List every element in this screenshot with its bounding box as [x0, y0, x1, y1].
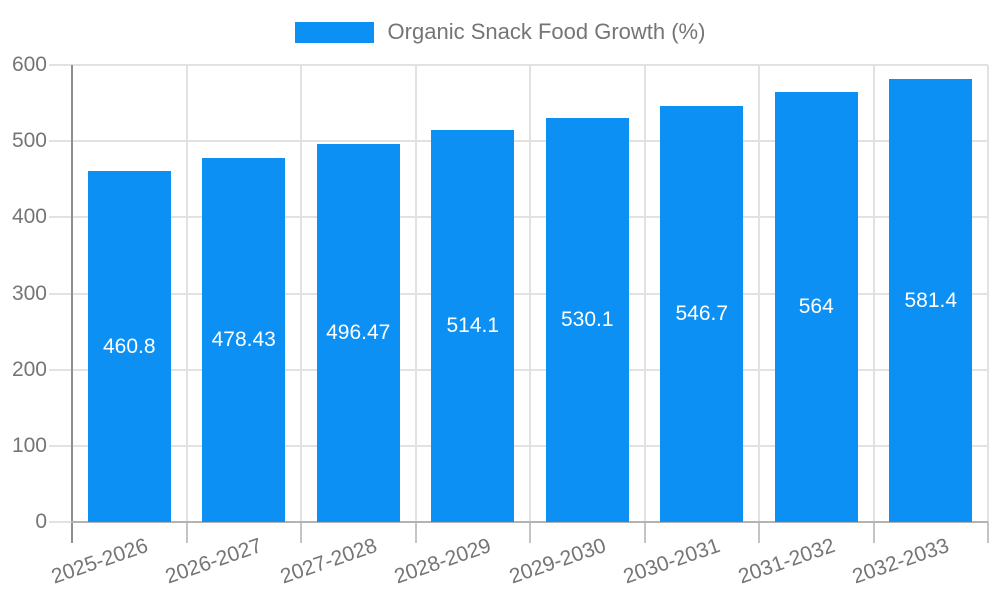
x-tick-label: 2026-2027 — [162, 534, 266, 589]
bar — [545, 118, 629, 522]
bar — [889, 79, 973, 522]
x-axis-tick — [185, 522, 188, 543]
y-gridline — [49, 444, 988, 447]
y-tick-label: 400 — [11, 205, 47, 229]
y-axis-line — [71, 65, 73, 522]
x-gridline — [643, 65, 646, 522]
bar-value-label: 514.1 — [446, 314, 500, 338]
x-axis-tick — [643, 522, 646, 543]
y-gridline — [49, 292, 988, 295]
legend-label: Organic Snack Food Growth (%) — [387, 19, 706, 44]
x-gridline — [414, 65, 417, 522]
bar — [316, 143, 400, 522]
legend: Organic Snack Food Growth (%) — [0, 19, 1000, 44]
bar — [202, 157, 286, 522]
bar-value-label: 530.1 — [560, 308, 614, 332]
y-gridline — [49, 140, 988, 143]
bar — [431, 130, 515, 522]
bar-value-label: 546.7 — [675, 301, 729, 325]
x-tick-label: 2031-2032 — [735, 534, 838, 589]
x-axis-tick — [414, 522, 417, 543]
bar-value-label: 460.8 — [102, 334, 156, 358]
bar — [87, 171, 171, 522]
y-tick-label: 600 — [11, 53, 47, 76]
x-axis-tick — [987, 522, 989, 543]
x-tick-label: 2025-2026 — [48, 534, 151, 589]
x-gridline — [185, 65, 188, 522]
x-tick-label: 2029-2030 — [506, 534, 609, 589]
y-gridline — [49, 368, 988, 371]
bar — [774, 92, 858, 522]
x-gridline — [300, 65, 302, 522]
x-tick-label: 2030-2031 — [620, 534, 724, 589]
x-axis-tick — [758, 522, 760, 543]
x-gridline — [529, 65, 531, 522]
x-tick-label: 2027-2028 — [277, 534, 380, 589]
y-gridline — [49, 216, 988, 219]
x-axis-tick — [71, 522, 73, 543]
x-gridline — [987, 65, 989, 522]
bar-value-label: 478.43 — [211, 327, 276, 351]
bar-value-label: 496.47 — [326, 320, 391, 344]
x-gridline — [872, 65, 875, 522]
x-axis-tick — [872, 522, 875, 543]
x-axis-tick — [529, 522, 531, 543]
bar-value-label: 581.4 — [904, 288, 958, 312]
y-tick-label: 500 — [11, 129, 47, 153]
x-axis-line — [71, 521, 988, 523]
x-gridline — [758, 65, 760, 522]
bar-value-label: 564 — [798, 295, 834, 319]
y-tick-label: 200 — [11, 357, 47, 381]
y-gridline — [49, 64, 988, 66]
y-tick-label: 0 — [35, 510, 47, 533]
bar — [660, 105, 744, 522]
x-axis-tick — [300, 522, 302, 543]
y-tick-label: 300 — [11, 281, 47, 305]
legend-swatch — [294, 21, 374, 43]
y-tick-label: 100 — [11, 433, 47, 457]
x-tick-label: 2028-2029 — [391, 534, 495, 589]
x-tick-label: 2032-2033 — [849, 534, 953, 589]
